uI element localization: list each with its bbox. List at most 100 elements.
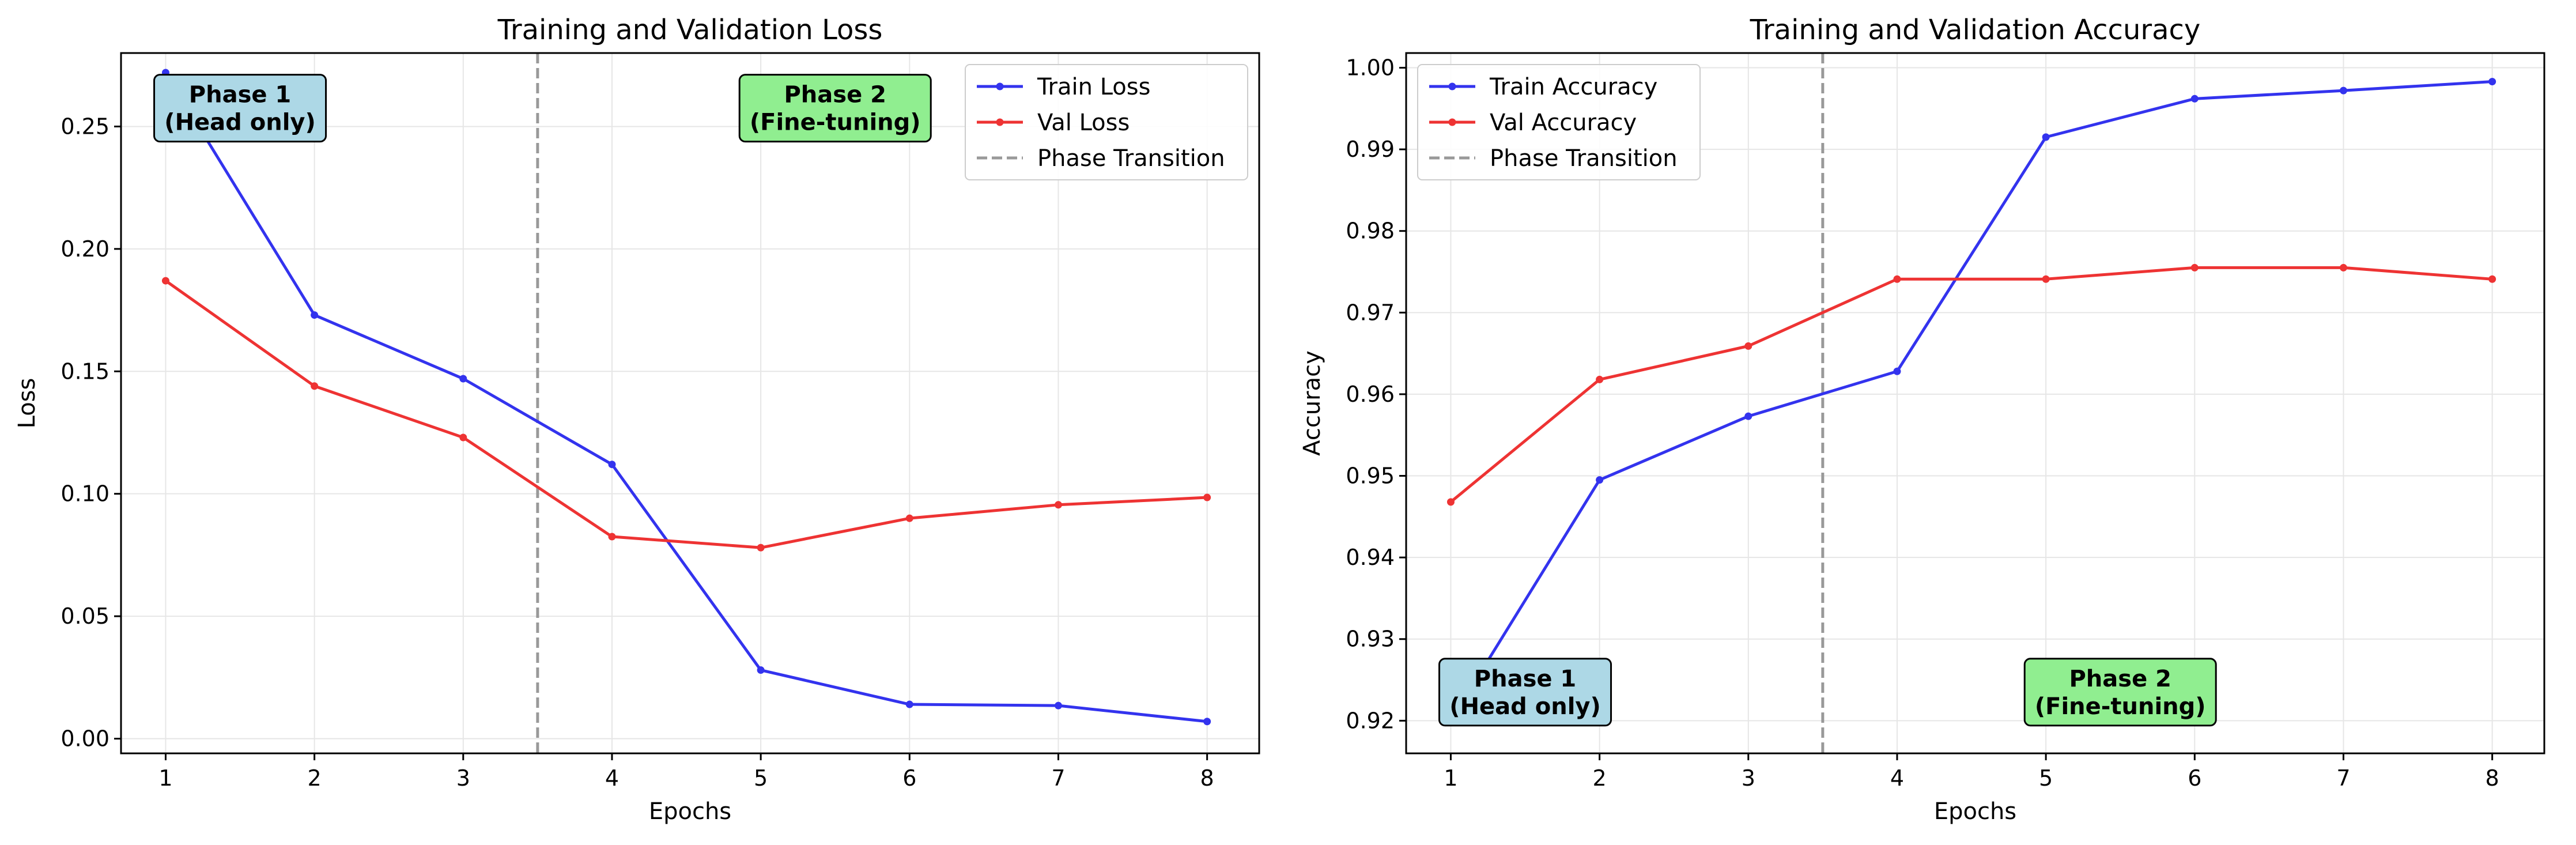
chart2-annotation-box-2 [2023, 658, 2217, 727]
chart2-title: Training and Validation Accuracy [1750, 14, 2201, 46]
chart1-annotation-box-1 [153, 74, 327, 143]
chart1-series-1-line [164, 71, 1207, 723]
chart2-legend-frame [1417, 64, 1701, 180]
chart1-series-2-line [165, 280, 1207, 549]
chart2: Phase 1(Head only) Phase 2(Fine-tuning) 1 2… [1299, 14, 2545, 825]
chart2-ytick-label: 0.92 [1346, 708, 1395, 733]
chart1-legend-label-3: Phase Transition [1037, 145, 1225, 172]
chart2-annotation-2-line2: (Fine-tuning) [2035, 693, 2206, 720]
chart2-series-1-line [1449, 80, 2492, 722]
chart1-annotation-1-line1: Phase 1 [189, 82, 291, 108]
chart1-series-2-point [161, 277, 169, 285]
chart2-xtick-label: 8 [2486, 765, 2499, 791]
chart1-series-1-point [608, 461, 616, 469]
chart1-xtick-label: 1 [158, 765, 172, 791]
chart1-series-1-point [311, 311, 319, 319]
chart2-series-2-point [2190, 263, 2199, 271]
chart2-xtick-label: 1 [1444, 765, 1457, 791]
chart2-ytick-label: 0.96 [1346, 382, 1395, 407]
chart2-series-2-point [1893, 275, 1901, 283]
chart2-legend: Train Accuracy Val Accuracy Phase Transiti… [1417, 64, 1701, 180]
chart2-series-2-point [1744, 342, 1752, 350]
chart2-annotation-1-line2: (Head only) [1449, 693, 1600, 720]
chart1-series-1-point [1203, 718, 1211, 726]
chart1-xtick-label: 5 [754, 765, 768, 791]
chart1-legend-label-2: Val Loss [1037, 110, 1130, 136]
chart2-ytick-label: 0.95 [1346, 463, 1395, 489]
chart1-series-2-point [608, 533, 616, 541]
chart2-series-2-point [1596, 375, 1604, 383]
chart2-series-2-point [2042, 275, 2050, 283]
chart1-legend: Train Loss Val Loss Phase Transition [965, 64, 1248, 180]
chart1-title: Training and Validation Loss [497, 14, 883, 46]
chart1-annotation-1-line2: (Head only) [164, 110, 315, 136]
chart1-series-1-point [1054, 701, 1062, 710]
chart2-ytick-label: 1.00 [1346, 55, 1395, 80]
chart2-legend-marker-2 [1448, 118, 1456, 126]
chart2-legend-label-2: Val Accuracy [1490, 110, 1637, 136]
chart1-legend-frame [965, 64, 1248, 180]
chart1-ytick-label: 0.05 [61, 603, 109, 629]
chart1-xtick-label: 8 [1200, 765, 1214, 791]
chart1-annotation-2-line1: Phase 2 [784, 82, 886, 108]
chart2-legend-marker-1 [1448, 82, 1456, 90]
chart1-series-2-point [1203, 493, 1211, 501]
chart1-series-2-point [905, 514, 913, 522]
chart2-xtick-label: 7 [2336, 765, 2350, 791]
chart2-legend-label-1: Train Accuracy [1489, 74, 1657, 100]
chart1-series-1-point [757, 666, 765, 674]
chart1-ytick-label: 0.00 [61, 726, 109, 752]
chart1-annotation-2-line2: (Fine-tuning) [750, 110, 921, 136]
chart2-ytick-label: 0.98 [1346, 218, 1395, 244]
chart1-xtick-label: 3 [456, 765, 470, 791]
chart1-ylabel: Loss [14, 378, 40, 429]
chart2-xlabel: Epochs [1934, 798, 2016, 825]
chart2-ytick-label: 0.97 [1346, 300, 1395, 325]
chart2-series-1-point [2190, 95, 2199, 103]
chart1-legend-marker-2 [996, 118, 1004, 126]
chart1-legend-marker-1 [996, 82, 1004, 90]
chart2-annotation-2-line1: Phase 2 [2069, 666, 2171, 692]
chart2-axes-frame [1405, 52, 2545, 755]
chart1-ytick-label: 0.20 [61, 236, 109, 262]
chart2-ytick-label: 0.99 [1346, 137, 1395, 162]
chart1-ytick-label: 0.25 [61, 114, 109, 139]
chart2-ytick-label: 0.94 [1346, 545, 1395, 570]
chart1-ytick-label: 0.15 [61, 359, 109, 384]
chart2-series-1-point [2339, 86, 2347, 95]
chart1-annotation-box-2 [738, 74, 932, 143]
chart2-series-2-point [2339, 263, 2347, 271]
chart2-series-1-point [2488, 78, 2496, 86]
chart1-xtick-label: 6 [902, 765, 916, 791]
chart1-series-2-point [757, 544, 765, 552]
chart2-series-1-point [2042, 133, 2050, 141]
chart2-series-2-point [2488, 275, 2496, 283]
chart1-legend-label-1: Train Loss [1037, 74, 1150, 100]
chart2-ylabel: Accuracy [1299, 350, 1325, 456]
chart2-series-2-line [1449, 266, 2492, 503]
chart2-series-2-point [1446, 498, 1455, 506]
chart1-series-1-point [905, 700, 913, 708]
chart2-xtick-label: 2 [1593, 765, 1607, 791]
chart1-series-1-point [459, 375, 467, 383]
chart1-xtick-label: 4 [605, 765, 619, 791]
chart2-annotation-1-line1: Phase 1 [1474, 666, 1576, 692]
chart2-legend-label-3: Phase Transition [1490, 145, 1678, 172]
chart2-ytick-label: 0.93 [1346, 627, 1395, 652]
chart2-xtick-label: 5 [2039, 765, 2053, 791]
chart2-series-1-point [1893, 367, 1901, 375]
chart1: Phase 1(Head only) Phase 2(Fine-tuning) 1 2… [14, 14, 1260, 825]
chart1-xtick-label: 2 [308, 765, 322, 791]
chart1-series-2-point [459, 433, 467, 442]
chart2-xtick-label: 4 [1890, 765, 1904, 791]
chart2-annotation-box-1 [1438, 658, 1612, 727]
chart1-axes-frame [120, 52, 1260, 755]
chart2-xtick-label: 6 [2188, 765, 2201, 791]
chart1-ytick-label: 0.10 [61, 481, 109, 507]
chart2-series-1-point [1596, 476, 1604, 484]
chart2-series-1-point [1744, 412, 1752, 420]
chart1-xlabel: Epochs [649, 798, 731, 825]
chart1-series-2-point [1054, 501, 1062, 509]
chart2-xtick-label: 3 [1742, 765, 1755, 791]
